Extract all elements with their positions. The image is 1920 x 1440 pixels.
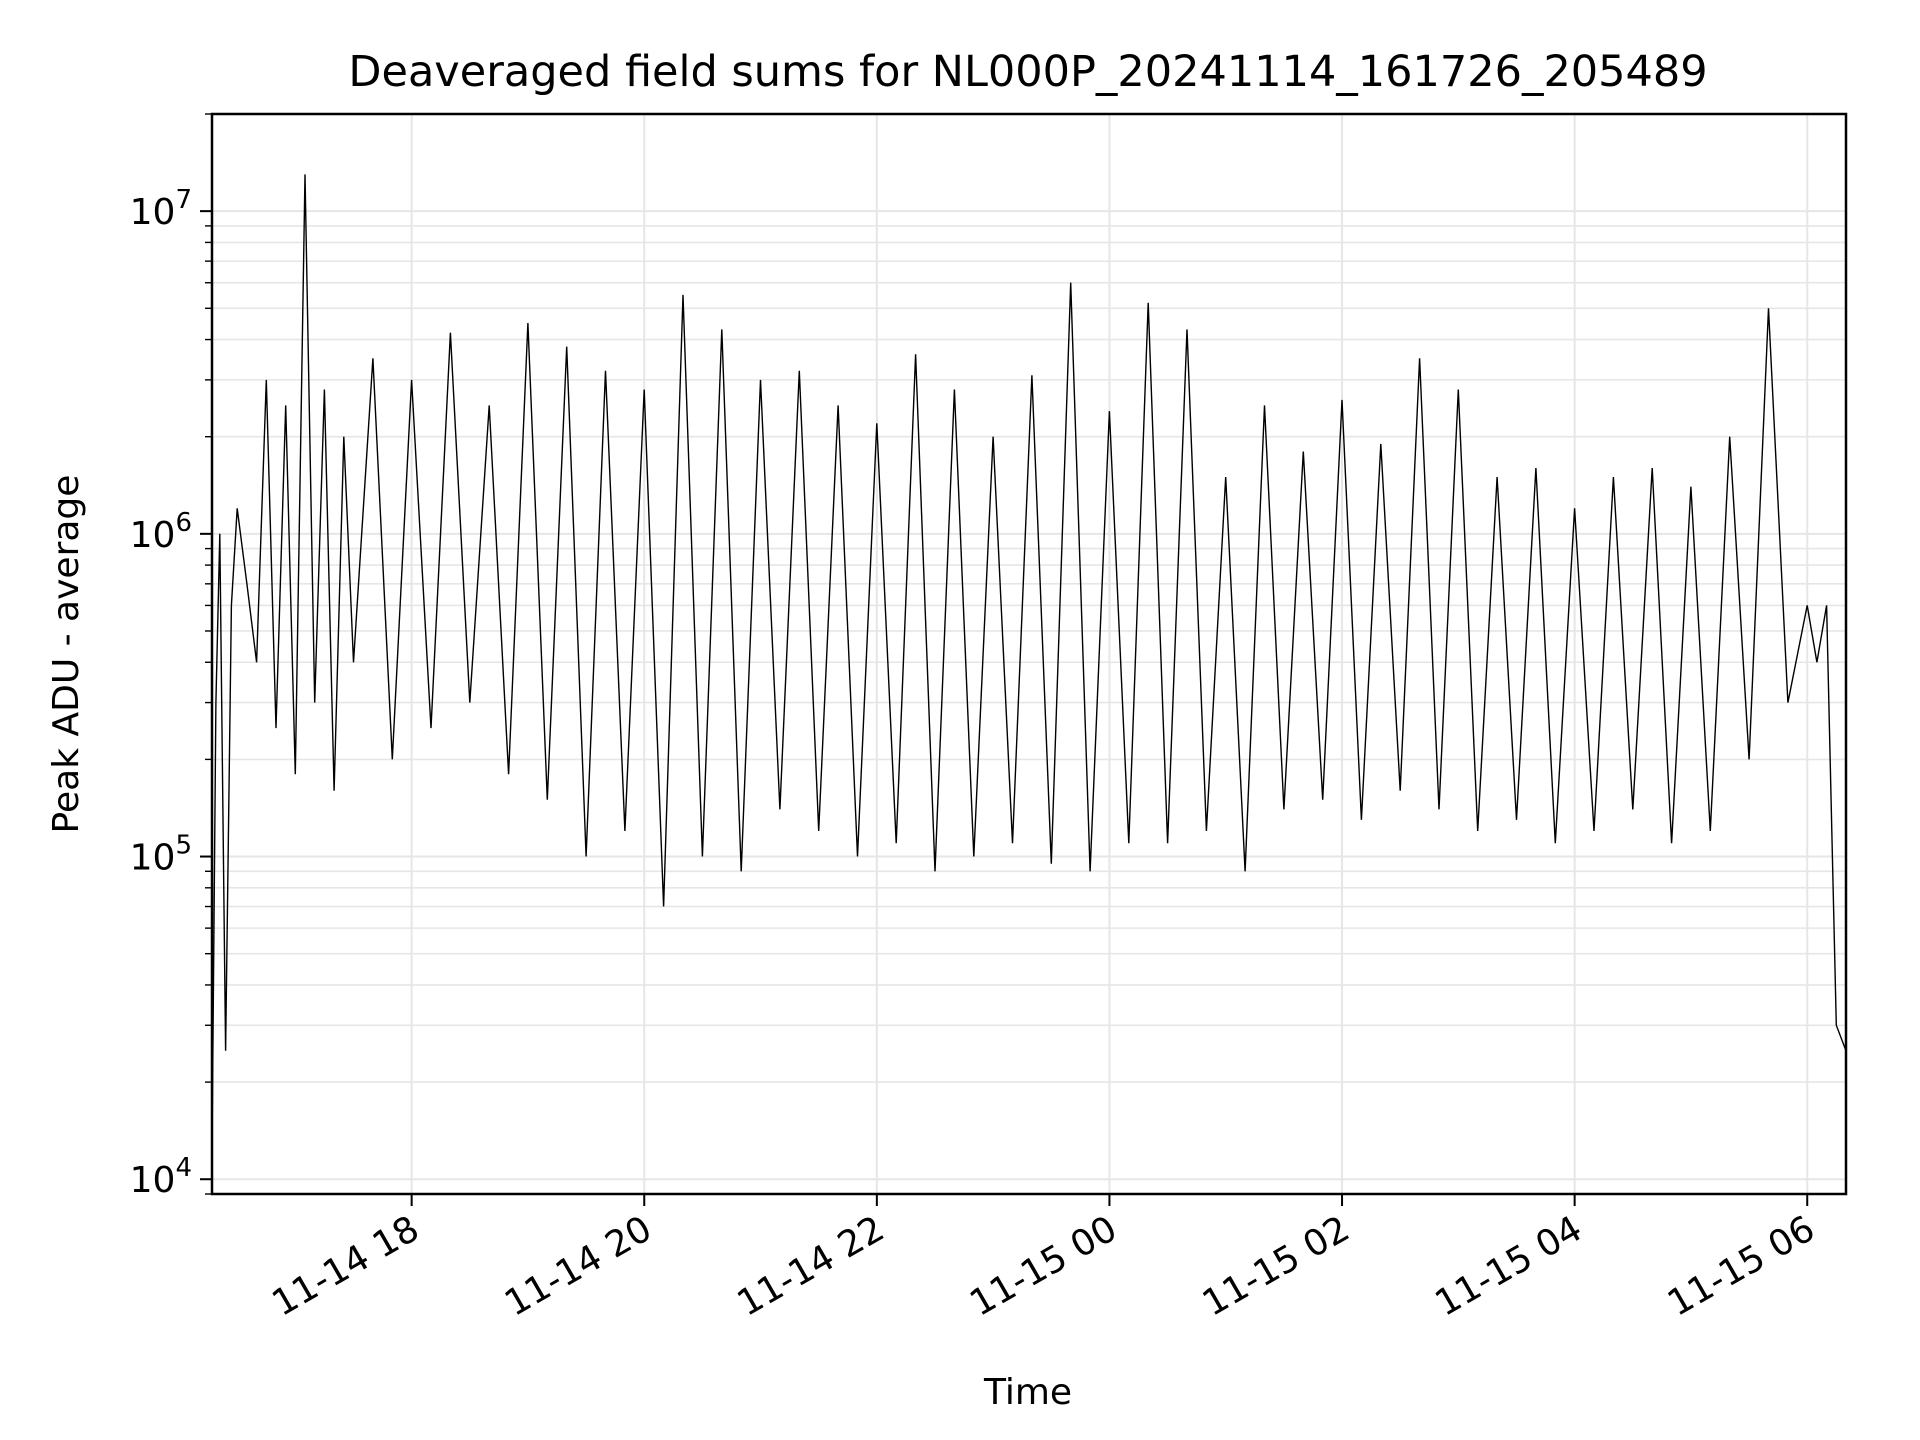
y-tick-label: 104 [130,1153,192,1201]
plot-frame [210,112,1848,1196]
grid-layer [212,113,1846,1195]
y-tick-exponent: 4 [175,1153,192,1183]
chart-title: Deaveraged field sums for NL000P_2024111… [348,47,1707,97]
y-tick-base: 10 [130,515,176,556]
y-tick-label: 106 [130,508,192,556]
y-axis-label: Peak ADU - average [46,475,87,834]
y-tick-exponent: 7 [175,185,192,215]
series-line [211,174,1847,1154]
y-tick-base: 10 [130,192,176,233]
y-tick-base: 10 [130,1160,176,1201]
y-tick-label: 105 [130,831,192,879]
y-tick-base: 10 [130,838,176,879]
y-tick-label: 107 [130,185,192,233]
y-tick-exponent: 6 [175,508,192,538]
y-tick-exponent: 5 [175,831,192,861]
series-layer [211,174,1847,1154]
x-axis-label: Time [983,1372,1072,1413]
